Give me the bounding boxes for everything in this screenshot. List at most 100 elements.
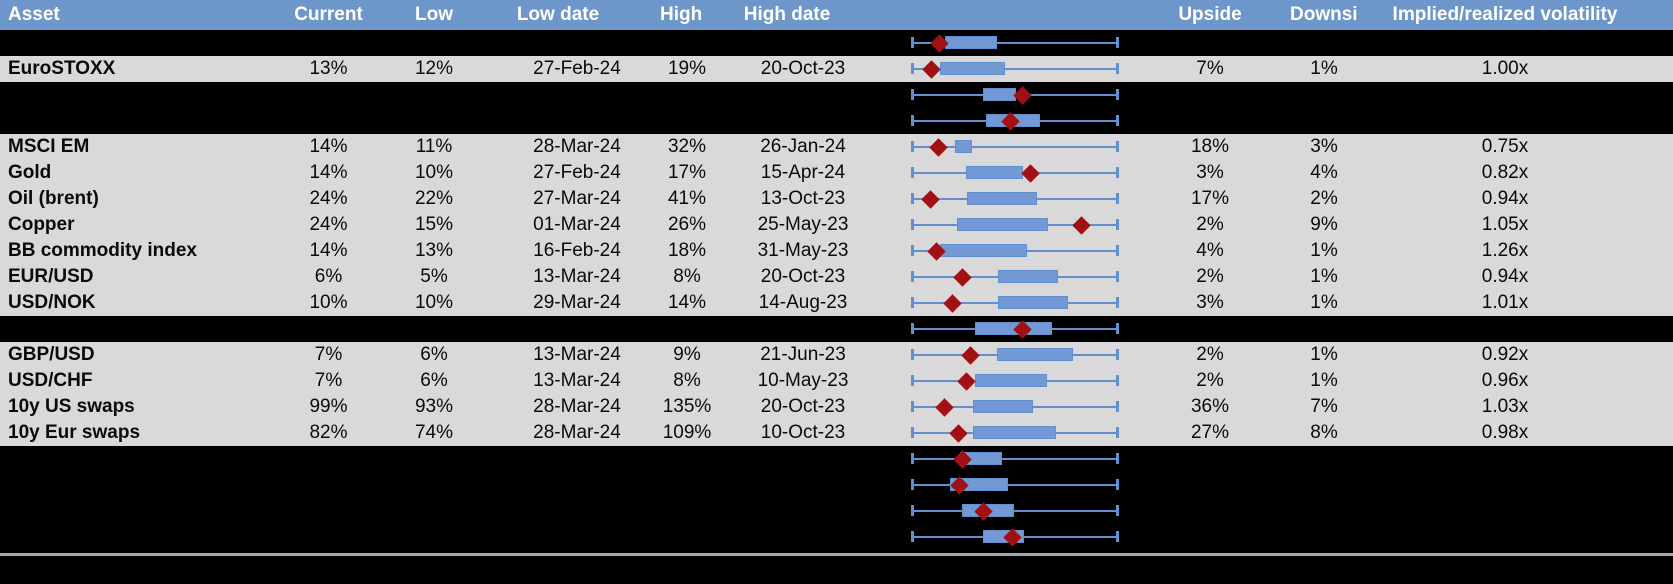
cell-asset[interactable]: EuroSTOXX: [8, 58, 116, 79]
col-header-high[interactable]: High: [660, 4, 703, 25]
cell-high[interactable]: 26%: [667, 214, 707, 235]
cell-implied-realized-volatility[interactable]: 1.00x: [1481, 58, 1529, 79]
cell-current[interactable]: [283, 446, 374, 472]
cell-high[interactable]: 9%: [673, 344, 701, 365]
cell-low-date[interactable]: [494, 82, 660, 108]
cell-low-date[interactable]: [494, 472, 660, 498]
cell-downside[interactable]: [1290, 30, 1358, 56]
cell-low-date[interactable]: [494, 524, 660, 550]
cell-upside[interactable]: 4%: [1196, 240, 1224, 261]
cell-current[interactable]: [283, 108, 374, 134]
cell-current[interactable]: 82%: [309, 422, 348, 443]
cell-upside[interactable]: 36%: [1190, 396, 1230, 417]
cell-low-date[interactable]: 13-Mar-24: [533, 266, 621, 287]
cell-high-date[interactable]: [714, 82, 892, 108]
cell-asset[interactable]: EUR/USD: [8, 266, 94, 287]
cell-implied-realized-volatility[interactable]: 1.05x: [1481, 214, 1529, 235]
cell-high-date[interactable]: 21-Jun-23: [760, 344, 846, 365]
cell-low-date[interactable]: 27-Feb-24: [533, 162, 621, 183]
cell-downside[interactable]: 2%: [1310, 188, 1338, 209]
cell-low[interactable]: [374, 316, 494, 342]
cell-upside[interactable]: [1130, 472, 1290, 498]
cell-downside[interactable]: 1%: [1310, 266, 1338, 287]
cell-downside[interactable]: [1290, 316, 1358, 342]
cell-low[interactable]: [374, 82, 494, 108]
cell-asset[interactable]: Oil (brent): [8, 188, 99, 209]
cell-asset[interactable]: [0, 82, 283, 108]
cell-low[interactable]: 5%: [420, 266, 448, 287]
cell-downside[interactable]: 8%: [1310, 422, 1338, 443]
cell-high[interactable]: 19%: [667, 58, 707, 79]
cell-upside[interactable]: 2%: [1196, 266, 1224, 287]
cell-upside[interactable]: [1130, 30, 1290, 56]
cell-asset[interactable]: MSCI EM: [8, 136, 90, 157]
col-header-asset[interactable]: Asset: [8, 4, 60, 25]
cell-downside[interactable]: 7%: [1310, 396, 1338, 417]
cell-high-date[interactable]: 10-Oct-23: [760, 422, 846, 443]
cell-high-date[interactable]: [714, 108, 892, 134]
cell-low-date[interactable]: 28-Mar-24: [533, 422, 621, 443]
cell-low[interactable]: 22%: [414, 188, 454, 209]
cell-low[interactable]: [374, 498, 494, 524]
cell-upside[interactable]: 17%: [1190, 188, 1230, 209]
cell-high[interactable]: 8%: [673, 370, 701, 391]
cell-current[interactable]: [283, 472, 374, 498]
cell-high[interactable]: 109%: [662, 422, 712, 443]
cell-upside[interactable]: [1130, 108, 1290, 134]
cell-low-date[interactable]: 27-Mar-24: [533, 188, 621, 209]
cell-implied-realized-volatility[interactable]: 1.01x: [1481, 292, 1529, 313]
cell-high[interactable]: 41%: [667, 188, 707, 209]
col-header-low[interactable]: Low: [415, 4, 453, 25]
cell-upside[interactable]: 3%: [1196, 292, 1224, 313]
cell-high[interactable]: 14%: [667, 292, 707, 313]
cell-asset[interactable]: BB commodity index: [8, 240, 197, 261]
cell-upside[interactable]: 2%: [1196, 344, 1224, 365]
cell-high-date[interactable]: [714, 472, 892, 498]
cell-low[interactable]: [374, 108, 494, 134]
cell-high-date[interactable]: [714, 524, 892, 550]
cell-implied-realized-volatility[interactable]: [1358, 316, 1673, 342]
cell-asset[interactable]: [0, 108, 283, 134]
cell-low-date[interactable]: [494, 108, 660, 134]
cell-upside[interactable]: [1130, 316, 1290, 342]
cell-asset[interactable]: 10y Eur swaps: [8, 422, 141, 443]
cell-low-date[interactable]: [494, 498, 660, 524]
col-header-implied-realized-volatility[interactable]: Implied/realized volatility: [1392, 4, 1618, 25]
cell-low[interactable]: 15%: [414, 214, 454, 235]
cell-implied-realized-volatility[interactable]: 0.92x: [1481, 344, 1529, 365]
cell-current[interactable]: 6%: [314, 266, 343, 287]
cell-high[interactable]: 8%: [673, 266, 701, 287]
cell-low-date[interactable]: [494, 446, 660, 472]
cell-upside[interactable]: [1130, 498, 1290, 524]
cell-implied-realized-volatility[interactable]: [1358, 498, 1673, 524]
cell-high[interactable]: 135%: [662, 396, 712, 417]
cell-upside[interactable]: [1130, 82, 1290, 108]
cell-implied-realized-volatility[interactable]: [1358, 82, 1673, 108]
cell-low-date[interactable]: 16-Feb-24: [533, 240, 621, 261]
cell-asset[interactable]: USD/CHF: [8, 370, 93, 391]
cell-current[interactable]: 13%: [309, 58, 348, 79]
cell-current[interactable]: 10%: [309, 292, 348, 313]
cell-low[interactable]: 13%: [414, 240, 454, 261]
cell-upside[interactable]: 3%: [1196, 162, 1224, 183]
cell-low[interactable]: [374, 472, 494, 498]
cell-high[interactable]: [660, 108, 714, 134]
cell-high[interactable]: [660, 498, 714, 524]
cell-low[interactable]: [374, 30, 494, 56]
cell-low-date[interactable]: [494, 316, 660, 342]
cell-downside[interactable]: 1%: [1310, 370, 1338, 391]
cell-upside[interactable]: 2%: [1196, 370, 1224, 391]
col-header-low-date[interactable]: Low date: [516, 4, 600, 25]
cell-low-date[interactable]: [494, 30, 660, 56]
cell-low[interactable]: [374, 524, 494, 550]
cell-low[interactable]: [374, 446, 494, 472]
cell-low-date[interactable]: 27-Feb-24: [533, 58, 621, 79]
cell-downside[interactable]: 1%: [1310, 58, 1338, 79]
cell-high-date[interactable]: [714, 316, 892, 342]
cell-high-date[interactable]: [714, 30, 892, 56]
cell-high-date[interactable]: 13-Oct-23: [760, 188, 846, 209]
cell-implied-realized-volatility[interactable]: 0.94x: [1481, 266, 1529, 287]
cell-asset[interactable]: [0, 472, 283, 498]
cell-downside[interactable]: [1290, 108, 1358, 134]
cell-high-date[interactable]: 14-Aug-23: [758, 292, 848, 313]
